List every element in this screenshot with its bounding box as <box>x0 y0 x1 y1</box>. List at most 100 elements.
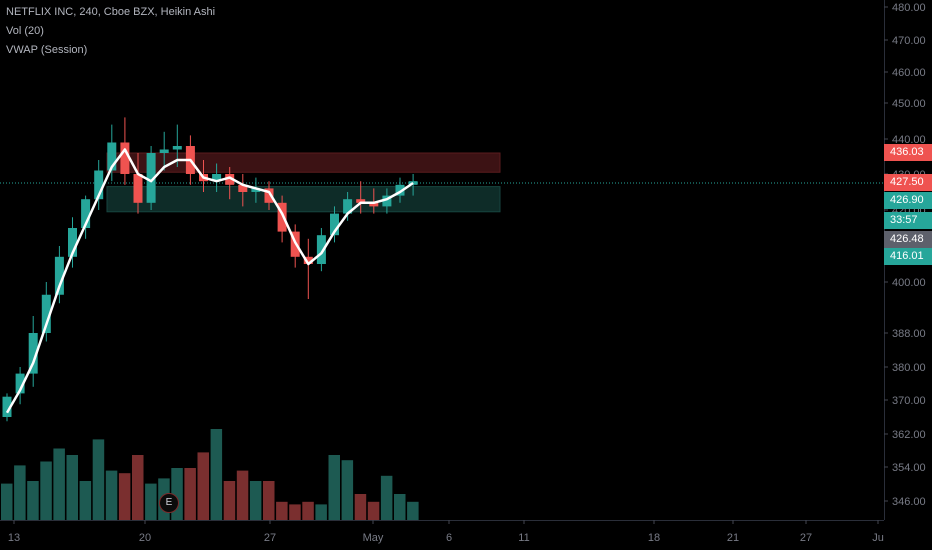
volume-bar <box>341 460 354 520</box>
candle-body <box>356 199 366 203</box>
volume-bar <box>223 481 236 520</box>
price-tick-label: 400.00 <box>892 277 926 289</box>
candle-body <box>251 188 261 192</box>
candle-body <box>28 333 38 374</box>
vwap-legend[interactable]: VWAP (Session) <box>6 44 88 56</box>
volume-bar <box>40 461 52 520</box>
vwap-line <box>5 148 414 414</box>
volume-legend[interactable]: Vol (20) <box>6 25 44 37</box>
lower-zone-price-badge: 416.01 <box>884 248 932 265</box>
candle-body <box>120 142 130 174</box>
volume-bar <box>289 504 301 520</box>
volume-layer <box>1 429 419 520</box>
volume-bar <box>53 448 65 520</box>
chart-legend: NETFLIX INC, 240, Cboe BZX, Heikin Ashi … <box>6 3 215 60</box>
time-tick-label: 18 <box>648 532 660 544</box>
volume-bar <box>79 481 92 520</box>
volume-bar <box>197 452 209 520</box>
candle-body <box>133 174 143 203</box>
candle-body <box>68 228 77 257</box>
candle-body <box>94 170 104 200</box>
price-tick-label: 354.00 <box>892 462 926 474</box>
volume-bar <box>302 501 314 520</box>
time-tick-label: 13 <box>8 532 20 544</box>
candle-body <box>107 142 117 171</box>
candle-body <box>41 294 51 333</box>
candle-body <box>146 153 156 203</box>
candle-body <box>277 202 287 232</box>
time-tick-label: 6 <box>446 532 452 544</box>
volume-bar <box>394 494 406 520</box>
price-tick-label: 362.00 <box>892 429 926 441</box>
candle-body <box>316 235 326 264</box>
time-tick-label: 11 <box>518 532 529 544</box>
vwap-layer <box>5 148 414 414</box>
last-price-badge: 427.50 <box>884 174 932 191</box>
candle-body <box>303 256 313 264</box>
lower-zone <box>106 186 501 213</box>
candle-body <box>264 188 274 203</box>
volume-bar <box>315 504 327 520</box>
volume-bar <box>380 475 393 520</box>
candle-body <box>343 199 353 214</box>
earnings-marker[interactable]: E <box>159 493 179 513</box>
zones-layer <box>0 152 884 213</box>
candle-body <box>159 149 169 153</box>
price-tick-label: 380.00 <box>892 362 926 374</box>
volume-bar <box>105 470 118 520</box>
candle-body <box>238 184 248 192</box>
volume-bar <box>14 465 26 520</box>
candle-body <box>172 146 182 150</box>
candle-body <box>212 174 222 182</box>
volume-bar <box>210 429 223 520</box>
price-tick-label: 346.00 <box>892 496 926 508</box>
candle-layer <box>2 117 418 422</box>
volume-bar <box>407 501 419 520</box>
volume-bar <box>118 473 131 520</box>
candle-body <box>369 202 379 207</box>
time-tick-label: May <box>363 532 384 544</box>
volume-bar <box>145 483 157 520</box>
time-tick-label: 27 <box>800 532 812 544</box>
time-tick-label: 21 <box>727 532 739 544</box>
volume-bar <box>66 455 78 520</box>
volume-bar <box>184 468 196 520</box>
volume-bar <box>354 494 367 520</box>
volume-bar <box>328 455 340 520</box>
candle-body <box>15 373 25 394</box>
symbol-legend[interactable]: NETFLIX INC, 240, Cboe BZX, Heikin Ashi <box>6 6 216 18</box>
candle-body <box>382 195 392 207</box>
volume-bar <box>249 481 262 520</box>
countdown-badge: 33:57 <box>884 212 932 229</box>
time-tick-label: 20 <box>139 532 151 544</box>
prev-close-badge: 426.48 <box>884 231 932 248</box>
candle-body <box>225 174 235 185</box>
upper-zone <box>106 152 501 173</box>
time-tick-label: 27 <box>264 532 276 544</box>
time-tick-label: Ju <box>872 532 884 544</box>
price-tick-label: 470.00 <box>892 35 926 47</box>
volume-bar <box>367 501 380 520</box>
price-tick-label: 450.00 <box>892 98 926 110</box>
volume-bar <box>263 481 275 520</box>
price-tick-label: 460.00 <box>892 67 926 79</box>
candle-body <box>395 184 405 196</box>
volume-bar <box>92 439 105 520</box>
volume-bar <box>236 470 249 520</box>
volume-bar <box>132 455 144 520</box>
volume-bar <box>171 468 183 520</box>
price-tick-label: 388.00 <box>892 328 926 340</box>
upper-zone-price-badge: 436.03 <box>884 144 932 161</box>
vwap-price-badge: 426.90 <box>884 192 932 209</box>
candle-body <box>81 199 91 228</box>
candle-body <box>54 256 64 295</box>
price-tick-label: 480.00 <box>892 2 926 14</box>
candle-body <box>330 213 339 236</box>
price-tick-label: 440.00 <box>892 134 926 146</box>
candle-body <box>2 396 12 417</box>
volume-bar <box>27 481 39 520</box>
time-axis: 13 20 27 May 6 11 18 21 27 Ju <box>0 520 884 544</box>
volume-bar <box>276 501 288 520</box>
